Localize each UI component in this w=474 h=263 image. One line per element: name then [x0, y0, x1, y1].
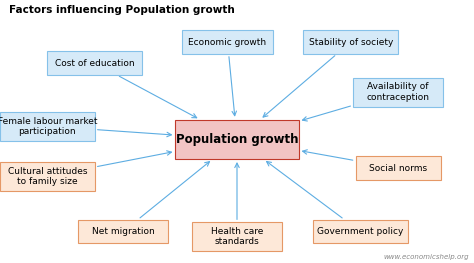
Text: Health care
standards: Health care standards — [211, 227, 263, 246]
Text: Stability of society: Stability of society — [309, 38, 393, 47]
FancyBboxPatch shape — [47, 51, 142, 75]
Text: Population growth: Population growth — [176, 133, 298, 146]
Text: Net migration: Net migration — [92, 227, 155, 236]
FancyBboxPatch shape — [192, 222, 282, 251]
FancyBboxPatch shape — [303, 30, 398, 54]
FancyBboxPatch shape — [0, 112, 95, 141]
Text: Factors influencing Population growth: Factors influencing Population growth — [9, 5, 235, 15]
FancyBboxPatch shape — [353, 78, 443, 107]
Text: Female labour market
participation: Female labour market participation — [0, 117, 97, 136]
FancyBboxPatch shape — [313, 220, 408, 243]
Text: www.economicshelp.org: www.economicshelp.org — [383, 254, 469, 260]
Text: Cost of education: Cost of education — [55, 59, 135, 68]
Text: Availability of
contraception: Availability of contraception — [367, 82, 429, 102]
Text: Government policy: Government policy — [317, 227, 403, 236]
FancyBboxPatch shape — [175, 120, 299, 159]
Text: Cultural attitudes
to family size: Cultural attitudes to family size — [8, 166, 87, 186]
FancyBboxPatch shape — [356, 156, 441, 180]
FancyBboxPatch shape — [182, 30, 273, 54]
Text: Social norms: Social norms — [369, 164, 427, 173]
FancyBboxPatch shape — [0, 162, 95, 191]
Text: Economic growth: Economic growth — [189, 38, 266, 47]
FancyBboxPatch shape — [78, 220, 168, 243]
